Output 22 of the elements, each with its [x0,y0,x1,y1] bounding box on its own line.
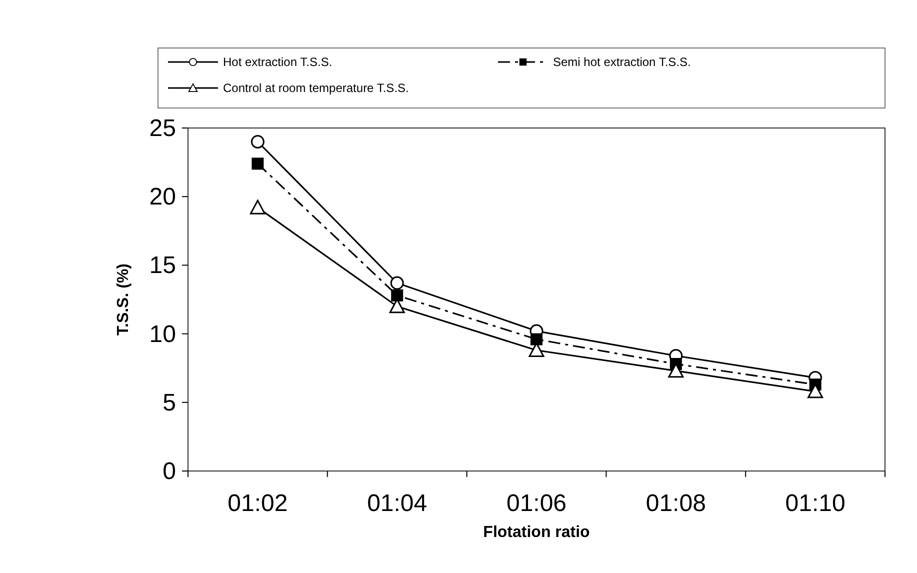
y-tick-label: 0 [162,458,176,485]
x-tick-label: 01:06 [506,490,567,517]
y-tick-label: 20 [149,184,176,211]
point [390,276,404,290]
point [250,200,266,214]
point [252,158,264,170]
y-axis-title: T.S.S. (%) [115,263,132,336]
point [250,134,264,148]
x-axis-title: Flotation ratio [483,524,590,541]
y-tick-label: 15 [149,252,176,280]
x-tick-label: 01:04 [367,490,428,517]
x-tick-label: 01:02 [228,490,288,517]
x-tick-label: 01:10 [785,490,846,517]
point [530,333,542,346]
legend-label: Hot extraction T.S.S. [223,55,332,69]
legend-label: Control at room temperature T.S.S. [223,81,409,95]
y-tick-label: 10 [149,320,176,348]
y-tick-label: 5 [162,389,176,416]
x-tick-label: 01:08 [646,490,706,517]
point [391,289,404,302]
legend-label: Semi hot extraction T.S.S. [553,55,691,69]
y-tick-label: 25 [149,115,176,142]
